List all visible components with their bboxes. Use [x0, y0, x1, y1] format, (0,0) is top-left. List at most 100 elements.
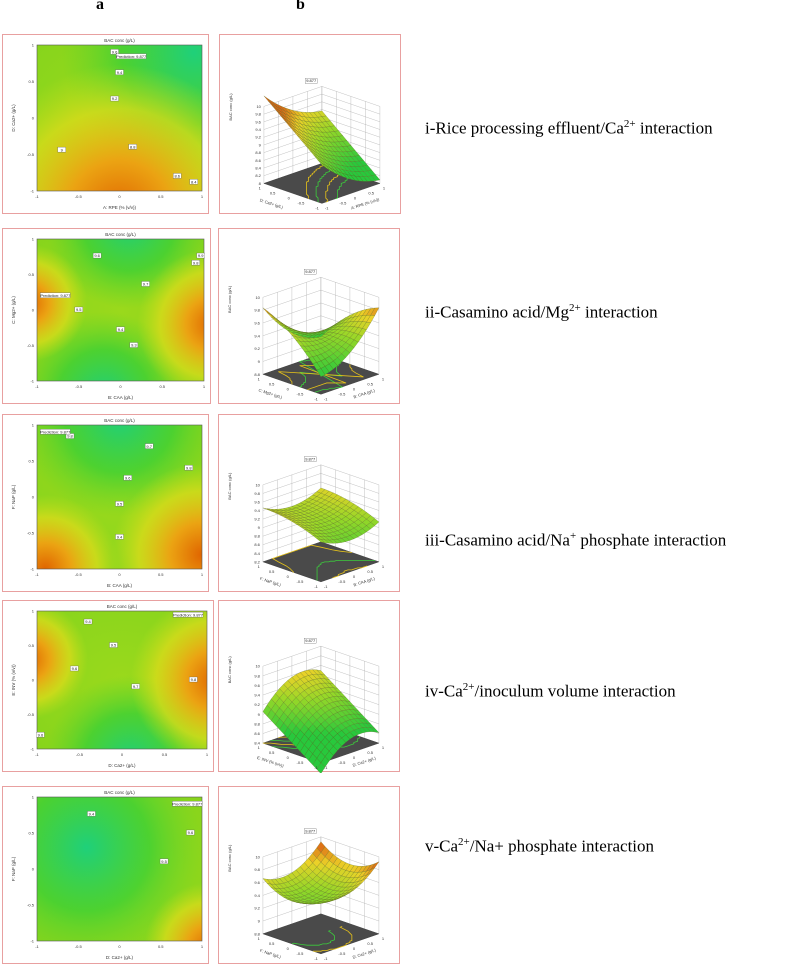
svg-text:9.5: 9.5 — [117, 501, 123, 506]
surface-ytick: -1 — [315, 205, 319, 210]
svg-text:Prediction: 9.877: Prediction: 9.877 — [116, 54, 147, 59]
surface-ytick: 1 — [258, 376, 261, 381]
surface-ztick: 10 — [255, 295, 260, 300]
surface-ztick: 9 — [258, 712, 261, 717]
contour-xtick: 1 — [201, 572, 204, 577]
contour-label: 9.9 — [197, 253, 205, 258]
surface-ylabel: F: NaP (g/L) — [259, 948, 282, 960]
contour-svg: BAC conc (g/L)B: CAA (g/L)F: NaP (g/L)-1… — [3, 415, 210, 593]
svg-text:9.6: 9.6 — [188, 830, 194, 835]
surface-ztick: 9.8 — [254, 491, 260, 496]
contour-title: BAC conc (g/L) — [104, 418, 135, 423]
svg-text:9.877: 9.877 — [305, 269, 316, 274]
colour-field — [37, 611, 207, 749]
contour-label: 9.5 — [110, 643, 118, 648]
column-header-b: b — [296, 0, 305, 14]
surface-xtick: -1 — [324, 584, 328, 589]
contour-floor — [263, 914, 379, 954]
prediction-flag: Prediction: 9.877 — [40, 429, 71, 434]
contour-xtick: -1 — [35, 752, 39, 757]
surface-xtick: -0.5 — [338, 760, 346, 765]
surface-ztick: 9.6 — [254, 320, 260, 325]
contour-xtick: 0 — [121, 752, 124, 757]
svg-text:9.6: 9.6 — [94, 253, 100, 258]
contour-label: 9.4 — [87, 811, 95, 816]
surface-xtick: -1 — [325, 205, 329, 210]
surface-xtick: 0.5 — [368, 190, 374, 195]
figure-row-1: BAC conc (g/L)A: RPE (% (v/v))D: Ca2+ (g… — [0, 34, 792, 214]
surface-xlabel: B: CAA (g/L) — [353, 576, 376, 588]
contour-xtick: 0.5 — [158, 944, 164, 949]
contour-label: 9.4 — [116, 534, 124, 539]
surface-ylabel: F: NaP (g/L) — [259, 576, 282, 588]
contour-xtick: 0 — [118, 194, 121, 199]
surface-ztick: 9.2 — [254, 346, 260, 351]
contour-svg: BAC conc (g/L)B: CAA (g/L)C: Mg2+ (g/L)-… — [3, 229, 212, 405]
surface-zlabel: BAC conc (g/L) — [227, 472, 232, 500]
contour-ytick: 0 — [32, 308, 35, 313]
surface-ztick: 9 — [258, 919, 261, 924]
contour-ytick: 1 — [32, 237, 35, 242]
surface-xtick: -0.5 — [338, 391, 346, 396]
surface-xlabel: B: CAA (g/L) — [353, 388, 376, 400]
surface-xtick: 0.5 — [367, 381, 373, 386]
surface-ytick: -0.5 — [297, 760, 305, 765]
surface-ytick: -0.5 — [297, 579, 305, 584]
contour-xlabel: D: Ca2+ (g/L) — [106, 955, 134, 960]
contour-xtick: -0.5 — [75, 384, 83, 389]
contour-xtick: 0.5 — [158, 572, 164, 577]
caption-text-end: interaction — [636, 119, 713, 138]
contour-svg: BAC conc (g/L)A: RPE (% (v/v))D: Ca2+ (g… — [3, 35, 210, 215]
caption-text-end: phosphate interaction — [576, 531, 726, 550]
surface-ztick: 8.6 — [255, 158, 261, 163]
contour-label: 9.5 — [116, 501, 124, 506]
surface-ztick: 10 — [255, 664, 260, 669]
contour-xtick: 0 — [118, 572, 121, 577]
svg-text:9.8: 9.8 — [193, 260, 199, 265]
surface-xtick: 1 — [382, 936, 385, 941]
contour-ytick: 0.5 — [28, 459, 34, 464]
surface-flag: 9.877 — [304, 457, 316, 462]
contour-label: 9.4 — [117, 327, 125, 332]
surface-xtick: -0.5 — [339, 200, 347, 205]
contour-label: 9.6 — [93, 253, 101, 258]
surface-ytick: 0.5 — [269, 750, 275, 755]
surface-ztick: 9.8 — [254, 867, 260, 872]
contour-ylabel: F: NaP (g/L) — [11, 484, 16, 509]
surface-ztick: 8.8 — [254, 534, 260, 539]
surface-ztick: 9.4 — [255, 127, 261, 132]
contour-ytick: -0.5 — [27, 712, 35, 717]
svg-text:9.5: 9.5 — [111, 643, 117, 648]
contour-xtick: -0.5 — [76, 752, 84, 757]
contour-xtick: -0.5 — [75, 194, 83, 199]
contour-ytick: 1 — [32, 609, 35, 614]
surface-ztick: 9.2 — [255, 135, 261, 140]
contour-label: 8.8 — [129, 144, 137, 149]
surface-ztick: 8.8 — [255, 150, 261, 155]
surface-ztick: 9.2 — [254, 702, 260, 707]
svg-text:9.877: 9.877 — [305, 638, 316, 643]
contour-ytick: 0.5 — [28, 79, 34, 84]
contour-xlabel: A: RPE (% (v/v)) — [103, 205, 137, 210]
contour-xtick: 1 — [206, 752, 209, 757]
figure-row-2: BAC conc (g/L)B: CAA (g/L)C: Mg2+ (g/L)-… — [0, 228, 792, 404]
surface-ztick: 9.6 — [255, 119, 261, 124]
figure-row-3: BAC conc (g/L) B: CAA (g/L) F: NaP (g/L) -1… — [0, 414, 792, 592]
contour-plot-4: BAC conc (g/L)D: Ca2+ (g/L)E: INV (% (v/… — [2, 600, 214, 772]
contour-ylabel: C: Mg2+ (g/L) — [11, 296, 16, 324]
surface-zlabel: BAC conc (g/L) — [227, 656, 232, 684]
colour-field — [37, 239, 204, 381]
surface-xtick: -1 — [324, 765, 328, 770]
colour-field — [37, 797, 202, 941]
caption-superscript: 2+ — [624, 118, 636, 130]
contour-xtick: 0 — [118, 944, 121, 949]
surface-ytick: 0 — [288, 195, 291, 200]
contour-label: 9.8 — [192, 260, 200, 265]
svg-text:8.8: 8.8 — [130, 144, 136, 149]
contour-ytick: -1 — [30, 567, 34, 572]
